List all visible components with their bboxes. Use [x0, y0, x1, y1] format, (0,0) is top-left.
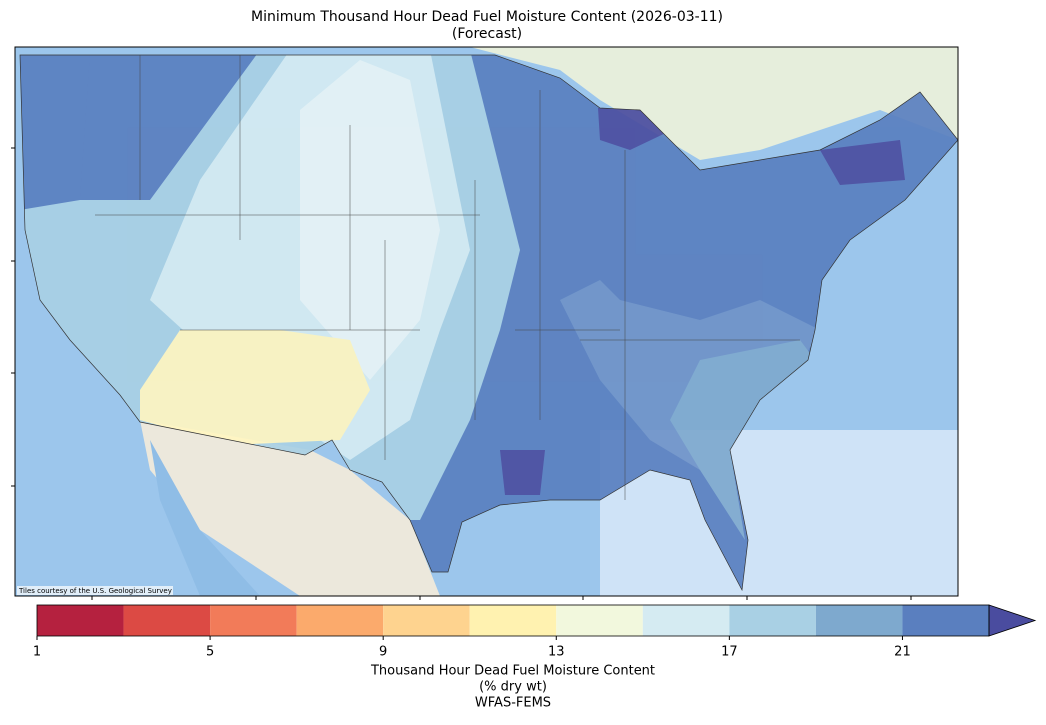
colorbar-bin	[469, 605, 557, 636]
canada-land	[470, 47, 958, 160]
colorbar-bin	[556, 605, 643, 636]
colorbar-bin	[296, 605, 384, 636]
region	[820, 140, 905, 185]
colorbar-bin	[123, 605, 211, 636]
colorbar-tick-label: 1	[33, 645, 41, 660]
colorbar: 1 5 9 13 17 21	[33, 604, 1037, 660]
colorbar-extend	[988, 604, 1037, 637]
colorbar-label: (% dry wt)	[479, 680, 547, 695]
colorbar-label: Thousand Hour Dead Fuel Moisture Content	[370, 664, 655, 679]
mexico-land	[140, 420, 440, 596]
region	[20, 55, 90, 210]
colorbar-frame	[36, 604, 990, 637]
map-subtitle: (Forecast)	[452, 26, 522, 42]
state-borders	[95, 55, 800, 500]
colorbar-bin	[815, 605, 903, 636]
region	[140, 330, 370, 445]
colorbar-tick-label: 9	[379, 645, 387, 660]
region	[300, 60, 440, 380]
map-title: Minimum Thousand Hour Dead Fuel Moisture…	[251, 9, 723, 25]
colorbar-bin	[902, 605, 989, 636]
colorbar-bin	[729, 605, 816, 636]
colorbar-tick-label: 13	[548, 645, 565, 660]
map-axis-ticks	[11, 147, 912, 600]
colorbar-tick-label: 5	[206, 645, 214, 660]
attribution: Tiles courtesy of the U.S. Geological Su…	[18, 587, 172, 595]
us-outline	[19, 54, 959, 592]
colorbar-bin	[37, 605, 124, 636]
colorbar-label: WFAS-FEMS	[475, 696, 551, 711]
colorbar-bin	[210, 605, 297, 636]
moisture-layer	[20, 55, 958, 590]
colorbar-tick-label: 21	[894, 645, 911, 660]
colorbar-bin	[642, 605, 730, 636]
region	[500, 450, 545, 495]
region	[670, 340, 815, 540]
gulf-of-california	[150, 440, 260, 596]
colorbar-bin	[383, 605, 470, 636]
attribution-bg	[17, 586, 173, 595]
map-frame	[14, 46, 959, 597]
colorbar-tick-label: 17	[721, 645, 738, 660]
